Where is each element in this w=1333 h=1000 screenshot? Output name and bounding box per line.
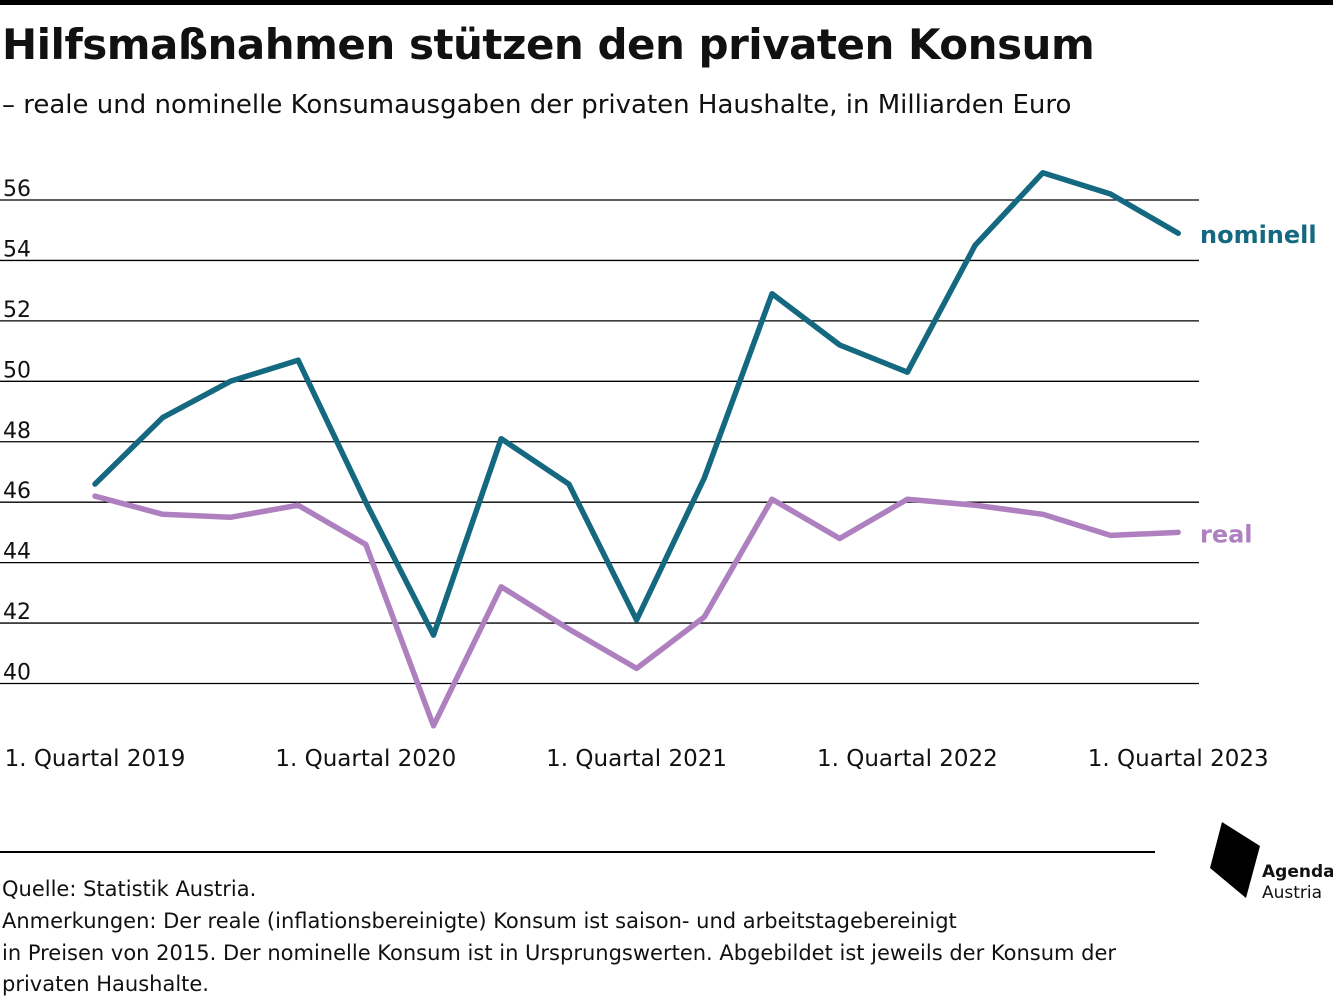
top-rule: [0, 0, 1333, 5]
logo-mark-icon: [1210, 822, 1260, 898]
line-chart: 40 42 44 46 48 50 52 54 56 1. Quartal 2019 1. Quar…: [0, 170, 1317, 772]
series-line-nominell: [92, 170, 1181, 638]
annotation-line-2: in Preisen von 2015. Der nominelle Konsu…: [2, 941, 1117, 965]
y-tick-label: 54: [3, 237, 31, 262]
x-tick-label: 1. Quartal 2019: [5, 746, 186, 772]
x-tick-label: 1. Quartal 2022: [817, 746, 998, 772]
logo-text-austria: Austria: [1262, 883, 1323, 903]
y-tick-label: 40: [3, 661, 31, 686]
x-tick-label: 1. Quartal 2023: [1088, 746, 1269, 772]
logo-text-agenda: Agenda: [1262, 862, 1333, 882]
y-tick-label: 48: [3, 419, 31, 444]
footer-rule: [0, 851, 1155, 853]
y-tick-label: 44: [3, 540, 31, 565]
source-note: Quelle: Statistik Austria.: [2, 877, 257, 901]
chart-title: Hilfsmaßnahmen stützen den privaten Kons…: [2, 20, 1095, 69]
series-label-real: real: [1200, 520, 1253, 548]
series-line-real: [92, 493, 1181, 729]
y-tick-label: 52: [3, 298, 31, 323]
agenda-austria-logo: [1210, 822, 1260, 898]
series-label-nominell: nominell: [1200, 221, 1317, 249]
annotation-line-1: Anmerkungen: Der reale (inflationsberein…: [2, 909, 957, 933]
x-tick-label: 1. Quartal 2021: [546, 746, 727, 772]
chart-subtitle: – reale und nominelle Konsumausgaben der…: [2, 90, 1072, 120]
y-tick-label: 46: [3, 479, 31, 504]
annotation-line-3: privaten Haushalte.: [2, 972, 209, 996]
y-tick-label: 50: [3, 358, 31, 383]
y-tick-label: 56: [3, 177, 31, 202]
x-tick-label: 1. Quartal 2020: [275, 746, 456, 772]
y-tick-label: 42: [3, 600, 31, 625]
